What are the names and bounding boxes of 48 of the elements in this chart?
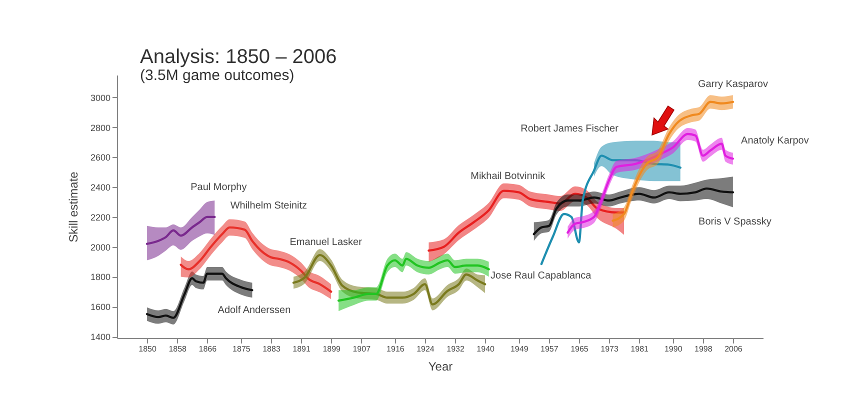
x-tick-label: 1858 (168, 344, 188, 354)
y-tick-label: 1400 (90, 332, 110, 342)
x-tick-label: 1899 (322, 344, 342, 354)
x-tick-label: 1973 (600, 344, 619, 354)
line-series (532, 187, 734, 236)
x-tick-label: 1891 (292, 344, 311, 354)
line-series (428, 190, 626, 252)
x-tick-label: 1866 (198, 344, 218, 354)
text: Boris V Spassky (698, 216, 772, 228)
y-tick-label: 2600 (90, 152, 110, 163)
x-tick-label: 1990 (664, 344, 683, 354)
x-tick-label: 1940 (476, 344, 496, 354)
x-tick-label: 1850 (138, 344, 157, 354)
y-tick-label: 1600 (90, 302, 110, 312)
text: Adolf Anderssen (218, 305, 291, 316)
series-label: Mikhail Botvinnik (470, 170, 546, 182)
series-label: Garry Kasparov (698, 78, 768, 90)
series-label: Emanuel Lasker (290, 237, 363, 248)
chart-subtitle: (3.5M game outcomes) (140, 67, 294, 84)
x-tick-label: 1916 (386, 344, 405, 354)
x-tick-label: 1981 (630, 344, 650, 354)
x-tick-label: 1957 (540, 344, 559, 354)
y-tick-label: 1800 (90, 272, 110, 282)
x-axis-title: Year (428, 360, 453, 374)
series-label: Jose Raul Capablanca (490, 270, 592, 282)
x-tick-label: 1965 (570, 344, 589, 354)
line-series (337, 258, 490, 302)
chart-title: Analysis: 1850 – 2006 (140, 46, 337, 68)
series-label: Anatoly Karpov (741, 136, 809, 147)
x-tick-label: 1875 (232, 344, 251, 354)
x-tick-label: 1998 (694, 344, 713, 354)
series-label: Whilhelm Steinitz (230, 200, 308, 212)
y-tick-label: 2400 (90, 182, 110, 193)
y-tick-label: 3000 (90, 92, 110, 103)
x-tick-label: 1924 (416, 344, 435, 354)
y-axis-title: Skill estimate (66, 171, 80, 242)
y-tick-label: 2200 (90, 212, 110, 222)
x-tick-label: 1932 (446, 344, 465, 354)
y-tick-label: 2000 (90, 242, 110, 252)
x-tick-label: 1949 (510, 344, 529, 354)
x-tick-label: 1883 (262, 344, 281, 354)
x-tick-label: 2006 (724, 344, 743, 354)
line-series (180, 226, 332, 293)
y-tick-label: 2800 (90, 122, 110, 133)
line-series (146, 216, 216, 245)
text: Robert James Fischer (520, 124, 620, 135)
text: Paul Morphy (190, 182, 247, 193)
x-tick-label: 1907 (352, 344, 372, 354)
